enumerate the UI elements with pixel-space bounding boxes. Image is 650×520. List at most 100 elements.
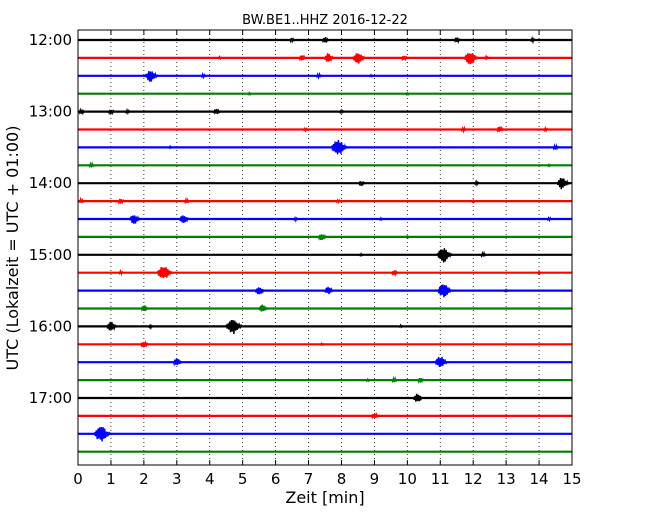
trace-event <box>94 426 114 442</box>
trace-1345 <box>78 161 572 168</box>
y-tick-label: 16:00 <box>29 317 72 335</box>
y-tick-label: 14:00 <box>29 174 72 192</box>
trace-event <box>317 233 329 241</box>
trace-event <box>217 55 224 61</box>
trace-1415 <box>78 196 572 206</box>
trace-event <box>546 163 553 168</box>
trace-event <box>338 108 346 115</box>
trace-1645 <box>78 375 572 384</box>
trace-event <box>78 196 86 204</box>
x-tick-label: 0 <box>73 470 83 488</box>
x-tick-label: 3 <box>172 470 182 488</box>
y-tick-label: 15:00 <box>29 246 72 264</box>
trace-event <box>118 268 125 277</box>
trace-event <box>368 73 375 78</box>
trace-event <box>417 377 426 384</box>
trace-1615 <box>78 339 572 348</box>
trace-event <box>552 143 561 151</box>
x-tick-label: 9 <box>370 470 380 488</box>
trace-1215 <box>78 53 572 65</box>
trace-1445 <box>78 233 572 241</box>
trace-event <box>128 215 143 224</box>
trace-event <box>358 252 365 258</box>
x-tick-label: 13 <box>497 470 516 488</box>
trace-event <box>483 54 491 61</box>
trace-event <box>470 198 477 204</box>
trace-event <box>225 319 245 334</box>
trace-event <box>412 393 425 402</box>
trace-event <box>495 125 506 133</box>
trace-event <box>157 267 175 279</box>
trace-1315 <box>78 125 572 134</box>
trace-1400 <box>78 177 572 190</box>
trace-event <box>434 356 450 367</box>
x-tick-label: 8 <box>337 470 347 488</box>
trace-1300 <box>77 107 572 116</box>
x-tick-label: 5 <box>238 470 248 488</box>
y-axis-title: UTC (Lokalzeit = UTC + 01:00) <box>3 126 22 371</box>
trace-event <box>107 109 117 116</box>
x-tick-label: 12 <box>464 470 483 488</box>
trace-event <box>463 53 481 65</box>
trace-1545 <box>78 304 572 312</box>
chart-title: BW.BE1..HHZ 2016-12-22 <box>242 13 408 28</box>
y-axis: 12:00 13:00 14:00 15:00 16:00 17:00 <box>29 31 572 407</box>
x-axis-title: Zeit [min] <box>285 488 364 507</box>
trace-event <box>352 53 368 64</box>
trace-1730 <box>78 426 572 442</box>
trace-event <box>302 126 310 133</box>
y-tick-label: 12:00 <box>29 31 72 49</box>
trace-event <box>167 144 174 150</box>
trace-event <box>183 196 192 205</box>
trace-event <box>453 37 462 45</box>
trace-event <box>529 35 537 45</box>
trace-event <box>321 36 331 44</box>
trace-event <box>335 197 343 205</box>
y-tick-label: 13:00 <box>29 103 72 121</box>
trace-event <box>400 55 410 62</box>
trace-event <box>378 216 385 222</box>
x-tick-label: 7 <box>304 470 314 488</box>
trace-event <box>390 270 400 277</box>
seismogram-traces <box>77 35 572 453</box>
trace-1600 <box>78 319 572 334</box>
trace-event <box>147 323 155 331</box>
trace-event <box>178 215 191 223</box>
trace-event <box>315 71 324 80</box>
trace-event <box>404 91 411 97</box>
trace-1700 <box>78 393 572 402</box>
trace-event <box>546 216 554 223</box>
trace-event <box>124 107 132 116</box>
x-tick-label: 11 <box>431 470 450 488</box>
trace-1530 <box>78 284 572 298</box>
trace-event <box>292 215 300 223</box>
trace-event <box>437 248 455 263</box>
trace-event <box>117 198 126 206</box>
trace-event <box>139 339 151 348</box>
x-axis: 0 1 2 3 4 5 6 7 8 9 10 11 12 13 14 15 <box>73 30 582 488</box>
trace-event <box>324 286 336 295</box>
trace-event <box>140 304 150 312</box>
trace-event <box>391 375 399 384</box>
trace-event <box>370 411 381 420</box>
trace-event <box>536 269 543 276</box>
trace-1715 <box>78 411 572 420</box>
trace-1430 <box>78 215 572 224</box>
trace-event <box>288 37 297 44</box>
trace-event <box>404 234 411 239</box>
trace-event <box>246 91 253 97</box>
trace-event <box>298 54 308 62</box>
trace-event <box>254 287 267 295</box>
x-tick-label: 1 <box>106 470 116 488</box>
trace-event <box>88 161 96 168</box>
vertical-gridlines <box>110 30 540 465</box>
trace-1515 <box>78 267 572 279</box>
trace-event <box>331 139 351 155</box>
trace-event <box>212 108 222 115</box>
trace-event <box>144 70 160 82</box>
trace-event <box>460 125 468 134</box>
trace-1230 <box>78 70 572 82</box>
trace-event <box>357 180 367 187</box>
trace-event <box>172 358 184 367</box>
